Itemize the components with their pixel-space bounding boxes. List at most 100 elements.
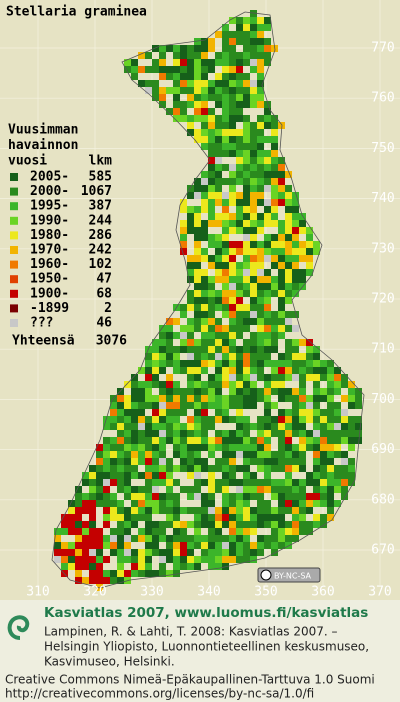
grid-cell: [194, 521, 201, 528]
grid-cell: [194, 367, 201, 374]
grid-cell: [271, 241, 278, 248]
grid-cell: [194, 185, 201, 192]
grid-cell: [243, 59, 250, 66]
grid-cell: [180, 339, 187, 346]
grid-cell: [257, 507, 264, 514]
grid-cell: [194, 283, 201, 290]
grid-cell: [285, 535, 292, 542]
grid-cell: [138, 52, 145, 59]
grid-cell: [257, 136, 264, 143]
grid-cell: [131, 535, 138, 542]
grid-cell: [243, 31, 250, 38]
grid-cell: [180, 465, 187, 472]
grid-cell: [173, 353, 180, 360]
grid-cell: [327, 430, 334, 437]
grid-cell: [229, 171, 236, 178]
grid-cell: [187, 304, 194, 311]
grid-cell: [187, 325, 194, 332]
grid-cell: [257, 318, 264, 325]
grid-cell: [306, 493, 313, 500]
grid-cell: [159, 73, 166, 80]
grid-cell: [327, 472, 334, 479]
grid-cell: [201, 255, 208, 262]
grid-cell: [89, 521, 96, 528]
grid-cell: [152, 458, 159, 465]
grid-cell: [166, 332, 173, 339]
grid-cell: [222, 115, 229, 122]
grid-cell: [278, 248, 285, 255]
grid-cell: [215, 241, 222, 248]
grid-cell: [145, 367, 152, 374]
grid-cell: [250, 227, 257, 234]
grid-cell: [117, 500, 124, 507]
grid-cell: [173, 87, 180, 94]
grid-cell: [334, 472, 341, 479]
grid-cell: [320, 521, 327, 528]
grid-cell: [159, 332, 166, 339]
grid-cell: [145, 437, 152, 444]
grid-cell: [313, 465, 320, 472]
grid-cell: [243, 129, 250, 136]
grid-cell: [215, 458, 222, 465]
grid-cell: [229, 108, 236, 115]
grid-cell: [264, 360, 271, 367]
grid-cell: [243, 486, 250, 493]
grid-cell: [236, 507, 243, 514]
grid-cell: [215, 332, 222, 339]
grid-cell: [187, 276, 194, 283]
grid-cell: [215, 360, 222, 367]
grid-cell: [222, 276, 229, 283]
grid-cell: [285, 241, 292, 248]
grid-cell: [257, 360, 264, 367]
grid-cell: [278, 304, 285, 311]
grid-cell: [222, 542, 229, 549]
legend-count: 387: [89, 199, 112, 214]
grid-cell: [159, 479, 166, 486]
grid-cell: [348, 423, 355, 430]
grid-cell: [250, 353, 257, 360]
grid-cell: [222, 31, 229, 38]
grid-cell: [159, 556, 166, 563]
grid-cell: [187, 451, 194, 458]
grid-cell: [348, 472, 355, 479]
grid-cell: [292, 199, 299, 206]
grid-cell: [166, 500, 173, 507]
grid-cell: [250, 402, 257, 409]
grid-cell: [131, 507, 138, 514]
grid-cell: [138, 416, 145, 423]
grid-cell: [194, 304, 201, 311]
grid-cell: [271, 458, 278, 465]
grid-cell: [166, 374, 173, 381]
grid-cell: [222, 24, 229, 31]
y-tick-label: 740: [371, 191, 394, 206]
grid-cell: [327, 500, 334, 507]
grid-cell: [152, 444, 159, 451]
grid-cell: [278, 381, 285, 388]
grid-cell: [285, 521, 292, 528]
grid-cell: [180, 311, 187, 318]
grid-cell: [82, 542, 89, 549]
grid-cell: [271, 388, 278, 395]
grid-cell: [208, 171, 215, 178]
grid-cell: [236, 24, 243, 31]
grid-cell: [215, 304, 222, 311]
grid-cell: [229, 332, 236, 339]
grid-cell: [159, 59, 166, 66]
legend-count-header: lkm: [89, 154, 113, 169]
grid-cell: [257, 430, 264, 437]
grid-cell: [257, 416, 264, 423]
grid-cell: [285, 423, 292, 430]
grid-cell: [103, 423, 110, 430]
grid-cell: [75, 514, 82, 521]
grid-cell: [201, 192, 208, 199]
grid-cell: [187, 227, 194, 234]
grid-cell: [201, 402, 208, 409]
grid-cell: [292, 416, 299, 423]
grid-cell: [215, 444, 222, 451]
grid-cell: [222, 248, 229, 255]
grid-cell: [215, 87, 222, 94]
legend-count: 286: [89, 228, 113, 243]
grid-cell: [250, 206, 257, 213]
grid-cell: [215, 318, 222, 325]
grid-cell: [110, 514, 117, 521]
